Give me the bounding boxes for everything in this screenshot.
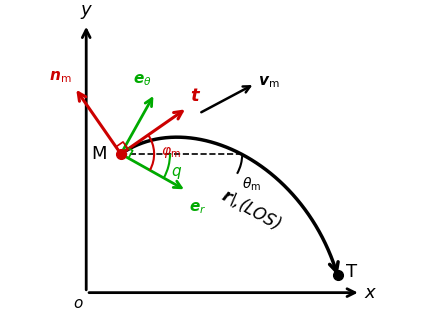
Text: $\mathrm{M}$: $\mathrm{M}$ [91,145,107,163]
Text: $y$: $y$ [79,3,93,21]
Text: $\boldsymbol{e}_\theta$: $\boldsymbol{e}_\theta$ [133,72,152,88]
Text: $x$: $x$ [364,284,377,302]
Text: $\boldsymbol{r}$\,(LOS): $\boldsymbol{r}$\,(LOS) [218,184,285,234]
Text: $\varphi_\mathrm{m}$: $\varphi_\mathrm{m}$ [161,145,181,160]
Text: $o$: $o$ [73,296,83,311]
Text: $\theta_\mathrm{m}$: $\theta_\mathrm{m}$ [242,176,262,194]
Text: $\boldsymbol{e}_r$: $\boldsymbol{e}_r$ [189,201,207,216]
Text: $q$: $q$ [171,165,182,181]
Text: $\boldsymbol{v}_\mathrm{m}$: $\boldsymbol{v}_\mathrm{m}$ [258,74,279,90]
Text: $\boldsymbol{t}$: $\boldsymbol{t}$ [190,87,201,105]
Text: $\boldsymbol{n}_\mathrm{m}$: $\boldsymbol{n}_\mathrm{m}$ [49,69,72,85]
Text: $\mathrm{T}$: $\mathrm{T}$ [345,263,358,281]
